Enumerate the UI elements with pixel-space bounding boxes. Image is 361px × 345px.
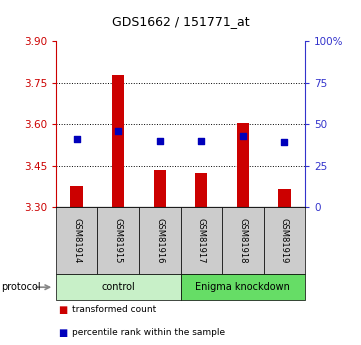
Bar — [278, 189, 291, 207]
Text: percentile rank within the sample: percentile rank within the sample — [72, 328, 225, 337]
Point — [199, 138, 204, 144]
Text: GSM81915: GSM81915 — [114, 218, 123, 263]
Text: GSM81916: GSM81916 — [155, 218, 164, 263]
Point — [74, 136, 80, 142]
Point — [240, 133, 245, 139]
Text: GSM81914: GSM81914 — [72, 218, 81, 263]
Bar — [195, 172, 208, 207]
Text: protocol: protocol — [1, 282, 40, 292]
Text: GSM81917: GSM81917 — [197, 218, 206, 263]
Bar — [112, 75, 125, 207]
Bar — [236, 123, 249, 207]
Text: control: control — [101, 282, 135, 292]
Text: GSM81918: GSM81918 — [238, 218, 247, 263]
Bar — [70, 186, 83, 207]
Text: ■: ■ — [58, 328, 67, 338]
Text: GSM81919: GSM81919 — [280, 218, 289, 263]
Point — [282, 140, 287, 145]
Bar — [153, 170, 166, 207]
Point — [157, 138, 162, 144]
Text: GDS1662 / 151771_at: GDS1662 / 151771_at — [112, 16, 249, 29]
Point — [116, 128, 121, 134]
Text: ■: ■ — [58, 305, 67, 315]
Text: transformed count: transformed count — [72, 305, 156, 314]
Text: Enigma knockdown: Enigma knockdown — [195, 282, 290, 292]
